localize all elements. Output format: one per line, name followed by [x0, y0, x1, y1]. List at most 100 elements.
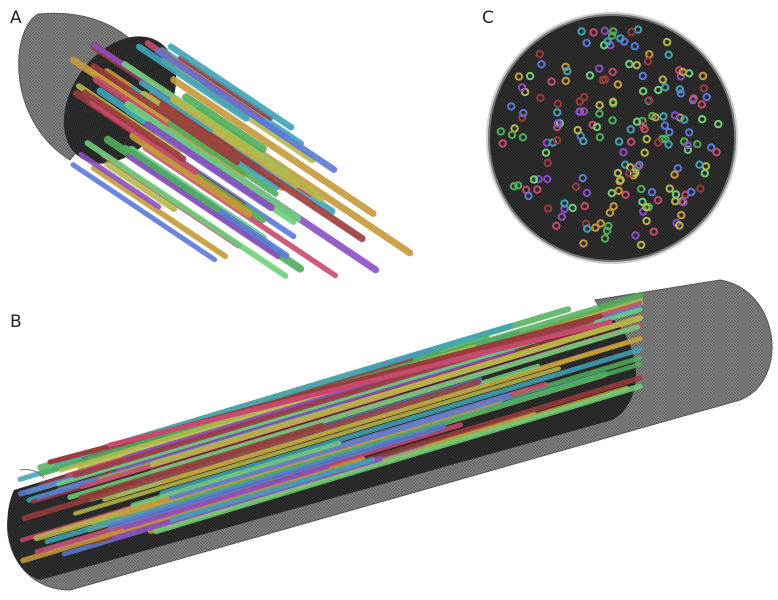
- rod-section: [616, 175, 625, 185]
- rod-section: [581, 219, 591, 229]
- rod: [70, 162, 218, 263]
- rod-section: [591, 223, 600, 232]
- rod-section: [639, 87, 648, 96]
- rod: [21, 379, 482, 522]
- rod-section: [604, 221, 613, 231]
- rod-section: [535, 49, 544, 59]
- rod-section: [541, 148, 551, 157]
- rod-section: [607, 31, 617, 40]
- panel-label-a: A: [10, 8, 22, 28]
- panel-c-rod-sections: [496, 25, 723, 250]
- rod-section: [507, 130, 517, 140]
- rod-section: [632, 117, 642, 126]
- rod: [91, 165, 229, 260]
- rod-section: [675, 221, 684, 230]
- rod-section: [536, 93, 545, 103]
- rod-section: [509, 182, 519, 191]
- rod-section: [518, 113, 527, 122]
- rod-section: [638, 197, 647, 207]
- rod-section: [614, 137, 624, 146]
- rod: [122, 464, 331, 530]
- rod-section: [697, 100, 706, 109]
- rod-section: [543, 174, 552, 184]
- rod-section: [670, 170, 679, 179]
- rod-section: [676, 89, 685, 98]
- rod-section: [659, 112, 668, 121]
- rod-section: [561, 62, 570, 72]
- rod-section: [653, 196, 663, 205]
- rod-section: [603, 37, 612, 46]
- rod-section: [651, 113, 660, 122]
- rod: [182, 93, 267, 153]
- rod-section: [517, 83, 527, 92]
- rod-section: [647, 187, 657, 197]
- rod-section: [552, 136, 562, 145]
- rod: [178, 55, 274, 121]
- rod-section: [698, 115, 707, 124]
- rod-section: [598, 75, 608, 85]
- rod-section: [553, 108, 562, 117]
- panel-b-cylinder: [7, 279, 773, 591]
- panel-b-rods: [17, 292, 644, 564]
- rod-section: [580, 202, 589, 211]
- rod-section: [507, 102, 516, 111]
- rod-section: [679, 198, 688, 207]
- rod-section: [571, 182, 581, 192]
- rod-section: [579, 107, 588, 116]
- rod-section: [608, 97, 618, 107]
- rod-section: [579, 239, 588, 248]
- rod-section: [582, 188, 592, 198]
- rod-section: [712, 147, 721, 157]
- rod-section: [583, 224, 592, 233]
- rod-section: [664, 50, 673, 59]
- rod-section: [609, 202, 618, 211]
- rod: [135, 43, 250, 122]
- rod-section: [563, 66, 572, 76]
- rod-section: [619, 148, 628, 157]
- rod-section: [553, 119, 563, 128]
- rod-section: [649, 227, 658, 236]
- rod-section: [685, 128, 694, 137]
- rod: [138, 80, 214, 133]
- rod-section: [608, 67, 617, 77]
- rod-section: [698, 71, 708, 81]
- rod-section: [577, 27, 586, 36]
- rod-section: [600, 26, 610, 35]
- rod-section: [575, 97, 585, 106]
- rod-section: [496, 127, 506, 136]
- rod: [106, 423, 446, 530]
- panel-a-rods: [69, 40, 414, 279]
- rod: [153, 383, 643, 535]
- rod: [149, 315, 643, 468]
- rod-section: [589, 28, 598, 37]
- rod-section: [518, 133, 528, 142]
- rod-section: [547, 77, 556, 86]
- panel-label-c: C: [482, 8, 494, 28]
- panel-a-cylinder: [18, 12, 414, 279]
- rod-section: [683, 141, 692, 150]
- rod-section: [514, 72, 524, 81]
- rod: [124, 101, 302, 222]
- rod-section: [553, 99, 562, 109]
- rod-section: [582, 38, 591, 48]
- rod: [169, 95, 325, 202]
- rod: [107, 319, 613, 448]
- rod-section: [580, 93, 589, 102]
- rod-section: [636, 240, 646, 250]
- rod-section: [543, 158, 552, 168]
- rod-section: [637, 184, 646, 194]
- rod-section: [665, 184, 674, 193]
- rod-section: [642, 216, 651, 226]
- rod-section: [605, 208, 615, 217]
- rod-section: [602, 226, 612, 236]
- rod-section: [561, 76, 570, 86]
- rod-section: [640, 148, 649, 157]
- panel-c-cross-section: [486, 12, 738, 264]
- rod-section: [631, 231, 640, 240]
- rod-section: [560, 199, 569, 208]
- rod: [170, 76, 377, 217]
- rod-section: [689, 94, 698, 103]
- rod-section: [620, 37, 629, 46]
- rod-section: [678, 67, 687, 77]
- rod-section: [675, 85, 684, 94]
